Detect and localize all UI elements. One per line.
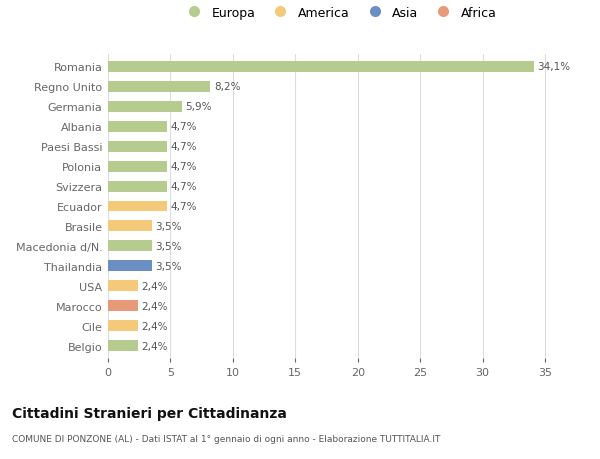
Text: COMUNE DI PONZONE (AL) - Dati ISTAT al 1° gennaio di ogni anno - Elaborazione TU: COMUNE DI PONZONE (AL) - Dati ISTAT al 1…	[12, 434, 440, 443]
Text: 4,7%: 4,7%	[170, 142, 197, 152]
Bar	[108, 261, 152, 272]
Text: 4,7%: 4,7%	[170, 182, 197, 191]
Text: 2,4%: 2,4%	[142, 281, 168, 291]
Text: 4,7%: 4,7%	[170, 162, 197, 172]
Bar	[108, 141, 167, 152]
Text: 3,5%: 3,5%	[155, 261, 182, 271]
Bar	[108, 161, 167, 172]
Bar	[108, 281, 138, 292]
Bar	[108, 62, 534, 73]
Text: 2,4%: 2,4%	[142, 321, 168, 331]
Bar	[108, 121, 167, 132]
Bar	[108, 101, 182, 112]
Text: 3,5%: 3,5%	[155, 222, 182, 231]
Bar	[108, 221, 152, 232]
Bar	[108, 321, 138, 331]
Bar	[108, 82, 211, 92]
Text: Cittadini Stranieri per Cittadinanza: Cittadini Stranieri per Cittadinanza	[12, 406, 287, 420]
Text: 4,7%: 4,7%	[170, 122, 197, 132]
Text: 2,4%: 2,4%	[142, 301, 168, 311]
Text: 34,1%: 34,1%	[538, 62, 571, 72]
Legend: Europa, America, Asia, Africa: Europa, America, Asia, Africa	[181, 7, 497, 20]
Text: 5,9%: 5,9%	[185, 102, 212, 112]
Bar	[108, 241, 152, 252]
Text: 3,5%: 3,5%	[155, 241, 182, 252]
Bar	[108, 341, 138, 352]
Text: 4,7%: 4,7%	[170, 202, 197, 212]
Text: 2,4%: 2,4%	[142, 341, 168, 351]
Bar	[108, 181, 167, 192]
Bar	[108, 201, 167, 212]
Text: 8,2%: 8,2%	[214, 82, 241, 92]
Bar	[108, 301, 138, 312]
